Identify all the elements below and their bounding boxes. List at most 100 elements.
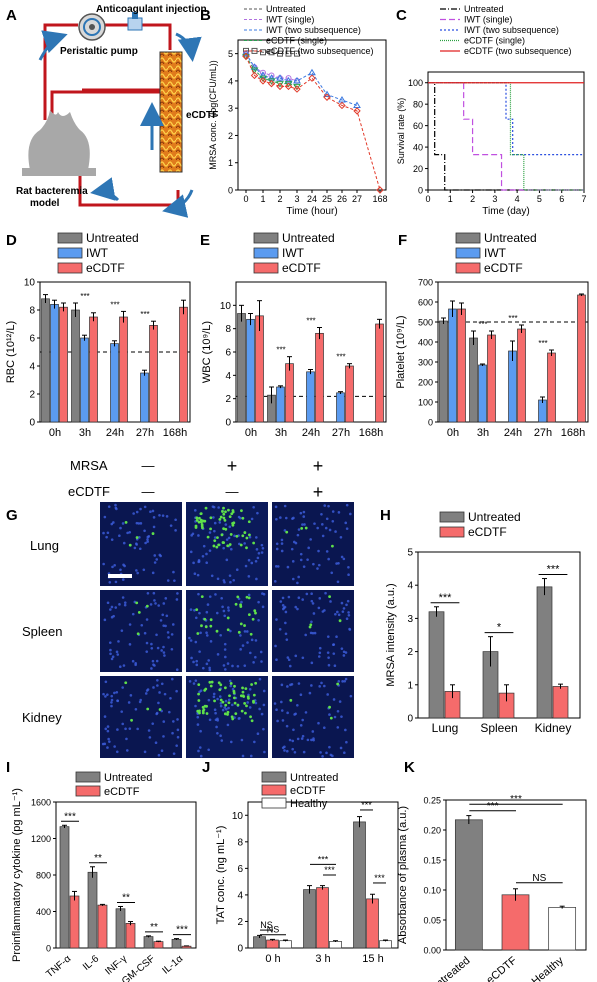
mrsa-dot xyxy=(234,712,238,716)
bar xyxy=(237,313,246,423)
nucleus-dot xyxy=(227,609,230,612)
mrsa-dot xyxy=(194,524,198,528)
bar xyxy=(153,941,164,949)
nucleus-dot xyxy=(151,659,155,663)
nucleus-dot xyxy=(225,707,228,711)
nucleus-dot xyxy=(227,606,230,609)
nucleus-dot xyxy=(151,509,155,513)
mrsa-dot xyxy=(135,601,139,605)
nucleus-dot xyxy=(347,573,350,576)
nucleus-dot xyxy=(222,546,225,550)
x-tick-label: 24h xyxy=(106,427,124,439)
bar xyxy=(89,316,98,423)
nucleus-dot xyxy=(176,592,179,595)
nucleus-dot xyxy=(117,640,120,643)
nucleus-dot xyxy=(168,710,171,714)
nucleus-dot xyxy=(231,687,235,691)
nucleus-dot xyxy=(286,685,289,688)
nucleus-dot xyxy=(215,611,219,615)
x-tick-label: 0h xyxy=(447,427,459,439)
legend-swatch xyxy=(57,262,83,274)
nucleus-dot xyxy=(156,684,159,687)
series-line xyxy=(245,53,358,106)
plot-frame xyxy=(237,39,387,191)
nucleus-dot xyxy=(148,736,152,739)
panel-label: J xyxy=(202,759,210,776)
legend-entry: eCDTF (two subsequence) xyxy=(464,46,572,56)
nucleus-dot xyxy=(131,659,135,663)
x-tick-label: 168h xyxy=(359,427,383,439)
nucleus-dot xyxy=(313,631,317,635)
nucleus-dot xyxy=(208,549,212,552)
nucleus-dot xyxy=(263,750,266,754)
sign-mrsa-1: — xyxy=(142,458,155,473)
mrsa-dot xyxy=(209,527,212,531)
bar xyxy=(547,352,556,423)
x-tick-label: 4 xyxy=(515,194,520,204)
mrsa-dot xyxy=(146,707,150,711)
mrsa-dot xyxy=(213,699,216,703)
nucleus-dot xyxy=(120,629,124,632)
bar xyxy=(375,323,384,423)
mrsa-dot xyxy=(254,611,257,615)
data-point xyxy=(250,67,259,74)
x-tick-label: 0h xyxy=(49,427,61,439)
y-axis-label: MRSA conc. (log(CFU/mL)) xyxy=(208,60,218,170)
row-label-kidney: Kidney xyxy=(22,710,62,725)
nucleus-dot xyxy=(158,553,162,557)
nucleus-dot xyxy=(293,750,297,754)
mrsa-dot xyxy=(203,617,207,621)
mrsa-dot xyxy=(239,603,242,607)
mrsa-dot xyxy=(224,703,228,707)
mrsa-dot xyxy=(233,701,237,705)
nucleus-dot xyxy=(305,592,309,596)
nucleus-dot xyxy=(121,578,125,581)
y-tick-label: 20 xyxy=(413,164,423,174)
nucleus-dot xyxy=(228,574,232,577)
flow-arrow xyxy=(38,30,68,61)
nucleus-dot xyxy=(205,561,208,565)
mrsa-dot xyxy=(300,527,304,530)
mrsa-dot xyxy=(228,543,232,546)
nucleus-dot xyxy=(161,613,165,617)
nucleus-dot xyxy=(213,536,217,539)
nucleus-dot xyxy=(216,697,219,701)
mrsa-dot xyxy=(235,534,239,538)
nucleus-dot xyxy=(302,510,306,514)
mrsa-dot xyxy=(128,543,132,547)
data-point xyxy=(293,85,301,93)
nucleus-dot xyxy=(145,618,149,621)
nucleus-dot xyxy=(286,565,290,569)
y-tick-label: 4 xyxy=(225,371,231,382)
nucleus-dot xyxy=(143,631,147,635)
mrsa-dot xyxy=(222,541,226,545)
nucleus-dot xyxy=(273,580,277,583)
nucleus-dot xyxy=(121,522,125,525)
nucleus-dot xyxy=(216,653,220,656)
panel-label: F xyxy=(398,232,407,249)
legend-swatch xyxy=(57,247,83,259)
significance-label: *** xyxy=(306,317,315,326)
nucleus-dot xyxy=(102,692,105,696)
mrsa-dot xyxy=(285,530,289,534)
label-pump: Peristaltic pump xyxy=(60,46,138,57)
mrsa-dot xyxy=(250,719,254,723)
mrsa-dot xyxy=(241,686,244,690)
nucleus-dot xyxy=(169,697,172,700)
nucleus-dot xyxy=(275,517,278,521)
nucleus-dot xyxy=(160,749,164,753)
nucleus-dot xyxy=(260,660,263,663)
nucleus-dot xyxy=(106,531,110,535)
mrsa-dot xyxy=(241,534,245,538)
legend-entry: Untreated xyxy=(86,231,139,245)
nucleus-dot xyxy=(138,547,142,551)
nucleus-dot xyxy=(342,607,346,610)
x-tick-label: 27 xyxy=(352,194,362,204)
nucleus-dot xyxy=(326,635,330,638)
y-axis-label: Survival rate (%) xyxy=(396,98,406,165)
nucleus-dot xyxy=(288,664,292,668)
nucleus-dot xyxy=(170,677,174,681)
nucleus-dot xyxy=(301,734,305,738)
nucleus-dot xyxy=(197,592,200,596)
nucleus-dot xyxy=(223,614,227,618)
